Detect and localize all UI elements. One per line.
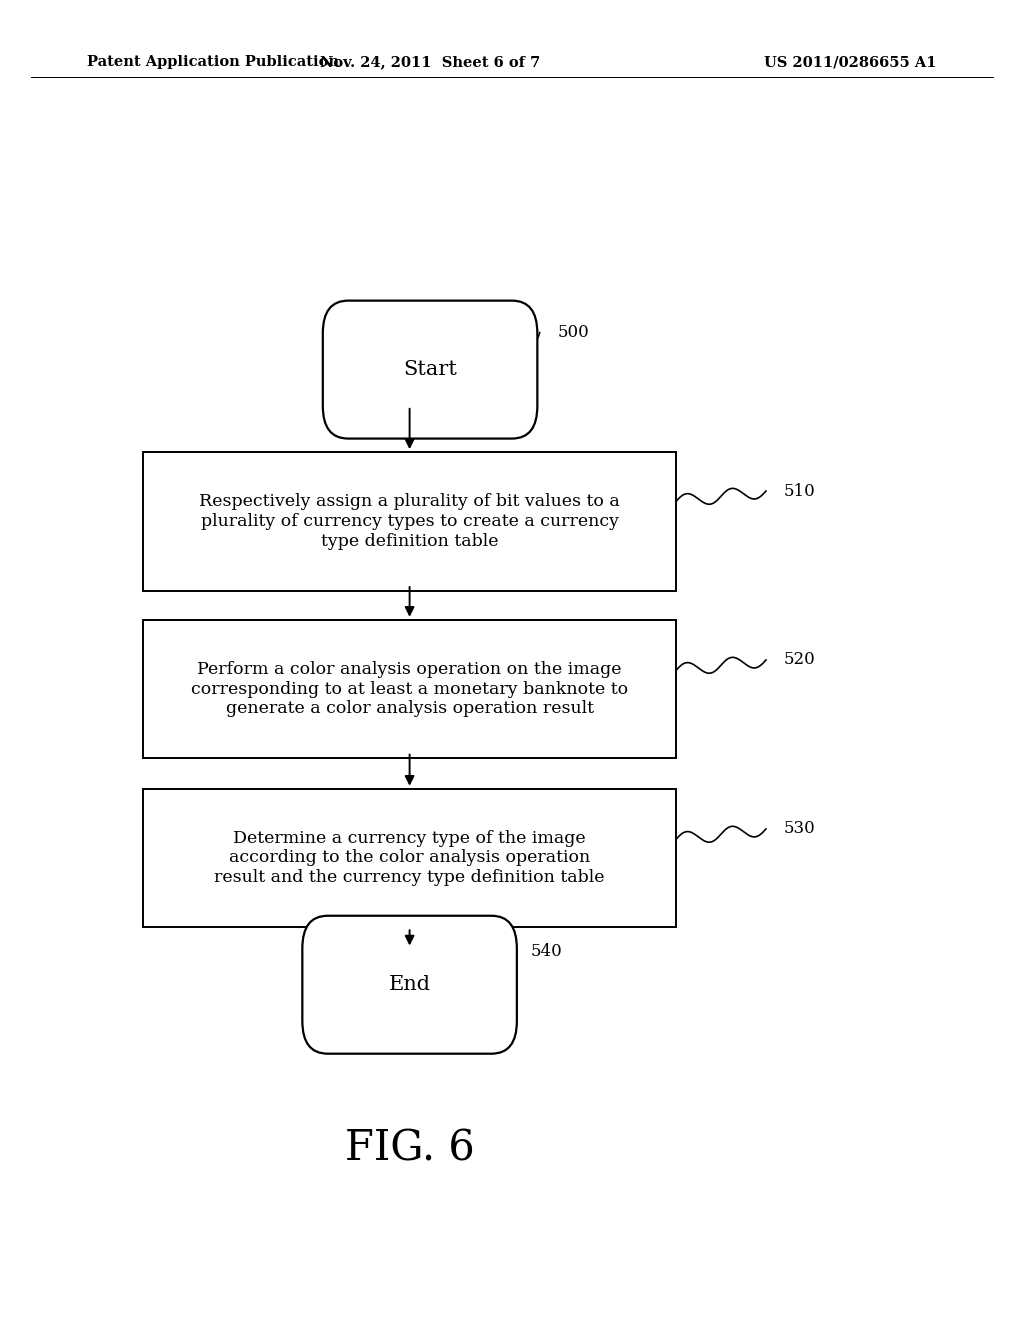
Text: End: End: [388, 975, 431, 994]
Text: 540: 540: [530, 944, 562, 960]
Text: 500: 500: [558, 325, 590, 341]
Text: Respectively assign a plurality of bit values to a
plurality of currency types t: Respectively assign a plurality of bit v…: [200, 494, 620, 549]
FancyBboxPatch shape: [302, 916, 517, 1053]
Text: Start: Start: [403, 360, 457, 379]
FancyBboxPatch shape: [143, 620, 676, 758]
Text: FIG. 6: FIG. 6: [345, 1127, 474, 1170]
Text: Determine a currency type of the image
according to the color analysis operation: Determine a currency type of the image a…: [214, 830, 605, 886]
Text: US 2011/0286655 A1: US 2011/0286655 A1: [765, 55, 937, 70]
Text: Nov. 24, 2011  Sheet 6 of 7: Nov. 24, 2011 Sheet 6 of 7: [319, 55, 541, 70]
FancyBboxPatch shape: [143, 789, 676, 927]
Text: Perform a color analysis operation on the image
corresponding to at least a mone: Perform a color analysis operation on th…: [191, 661, 628, 717]
Text: 510: 510: [783, 483, 815, 499]
FancyBboxPatch shape: [323, 301, 538, 438]
Text: 520: 520: [783, 652, 815, 668]
Text: 530: 530: [783, 821, 815, 837]
FancyBboxPatch shape: [143, 451, 676, 591]
Text: Patent Application Publication: Patent Application Publication: [87, 55, 339, 70]
